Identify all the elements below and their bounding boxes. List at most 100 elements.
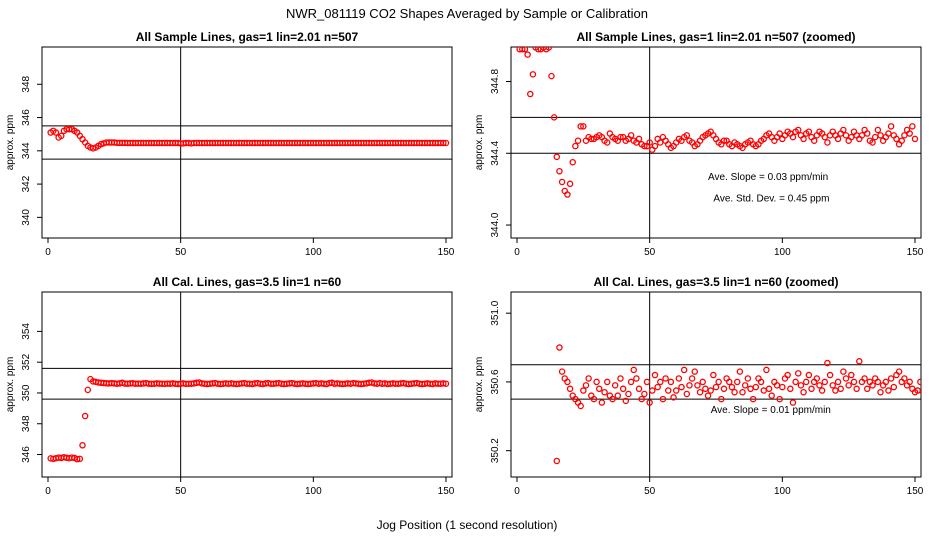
data-point <box>84 386 92 394</box>
data-point <box>683 132 691 139</box>
y-tick-label: 351.0 <box>490 300 501 325</box>
x-tick-label: 100 <box>305 247 322 258</box>
data-point <box>646 139 653 146</box>
data-point <box>861 375 868 382</box>
data-point <box>691 368 699 375</box>
data-point <box>848 371 855 379</box>
panel-3: All Cal. Lines, gas=3.5 lin=1 n=60 0 50 100… <box>5 275 455 497</box>
data-point <box>651 142 659 150</box>
x-tick-label: 50 <box>644 247 656 258</box>
data-point <box>863 385 871 393</box>
data-point <box>73 455 81 463</box>
data-point <box>527 90 534 98</box>
panel-title: All Sample Lines, gas=1 lin=2.01 n=507 (… <box>576 30 855 44</box>
y-tick-label: 350.6 <box>490 369 501 394</box>
data-point <box>810 137 818 144</box>
data-point <box>911 135 919 143</box>
y-tick-label: 348 <box>21 415 32 432</box>
data-point <box>797 382 805 389</box>
data-point <box>442 380 450 387</box>
y-tick-label: 344.0 <box>490 212 501 237</box>
data-points <box>47 375 450 463</box>
figure-xlabel: Jog Position (1 second resolution) <box>377 518 558 532</box>
data-point <box>887 375 895 382</box>
data-point <box>638 395 645 403</box>
data-point <box>694 382 701 389</box>
data-point <box>440 380 447 387</box>
data-point <box>795 126 802 134</box>
y-tick-label: 352 <box>21 353 32 370</box>
data-point <box>524 51 531 58</box>
data-point <box>749 395 757 403</box>
data-point <box>909 123 916 130</box>
data-point <box>731 388 738 396</box>
data-point <box>747 385 754 393</box>
data-points <box>47 125 450 152</box>
data-point <box>901 375 908 382</box>
data-point <box>566 385 574 393</box>
data-point <box>577 123 584 130</box>
y-tick-label: 344 <box>21 142 32 159</box>
data-point <box>874 378 882 386</box>
data-point <box>789 399 797 406</box>
data-point <box>662 375 669 382</box>
data-point <box>81 412 89 420</box>
data-point <box>923 383 928 388</box>
data-point <box>609 395 616 403</box>
data-point <box>667 378 675 386</box>
x-tick-label: 150 <box>438 486 455 497</box>
panel-title: All Cal. Lines, gas=3.5 lin=1 n=60 <box>153 275 342 289</box>
data-point <box>564 191 571 198</box>
data-point <box>744 375 752 382</box>
data-point <box>553 457 561 465</box>
data-point <box>863 130 871 137</box>
data-point <box>611 382 619 389</box>
data-point <box>877 132 884 139</box>
data-point <box>683 390 691 398</box>
data-point <box>887 123 895 130</box>
data-point <box>627 132 635 139</box>
data-point <box>882 378 890 386</box>
data-point <box>619 385 627 393</box>
data-point <box>548 72 555 80</box>
data-point <box>52 129 60 136</box>
data-point <box>566 180 574 188</box>
panel-title: All Cal. Lines, gas=3.5 lin=1 n=60 (zoom… <box>593 275 838 289</box>
annotation: Ave. Slope = 0.01 ppm/min <box>711 405 831 416</box>
y-axis-label: approx. ppm <box>5 115 16 171</box>
data-point <box>598 399 606 406</box>
data-point <box>572 142 579 150</box>
data-point <box>556 344 563 351</box>
data-point <box>763 366 770 374</box>
x-tick-label: 50 <box>644 486 656 497</box>
data-point <box>678 383 685 391</box>
data-point <box>79 442 86 449</box>
data-point <box>558 368 566 375</box>
data-point <box>519 47 526 53</box>
data-point <box>824 139 831 146</box>
data-point <box>765 385 773 393</box>
data-point <box>845 382 852 389</box>
data-point <box>585 375 592 382</box>
data-point <box>787 385 794 393</box>
data-point <box>696 388 704 396</box>
data-point <box>824 359 831 367</box>
data-point <box>649 387 656 394</box>
x-tick-label: 50 <box>175 486 187 497</box>
data-point <box>837 385 844 393</box>
data-point <box>614 392 622 399</box>
data-point <box>779 383 786 391</box>
data-point <box>926 390 931 395</box>
data-point <box>569 158 576 166</box>
data-point <box>635 135 643 143</box>
data-point <box>542 47 550 53</box>
data-point <box>850 378 858 386</box>
data-point <box>906 378 913 386</box>
data-point <box>869 382 876 389</box>
data-point <box>550 114 558 121</box>
data-point <box>853 385 860 393</box>
data-point <box>813 375 821 382</box>
plot-frame <box>41 291 453 478</box>
y-axis-label: approx. ppm <box>474 357 485 413</box>
